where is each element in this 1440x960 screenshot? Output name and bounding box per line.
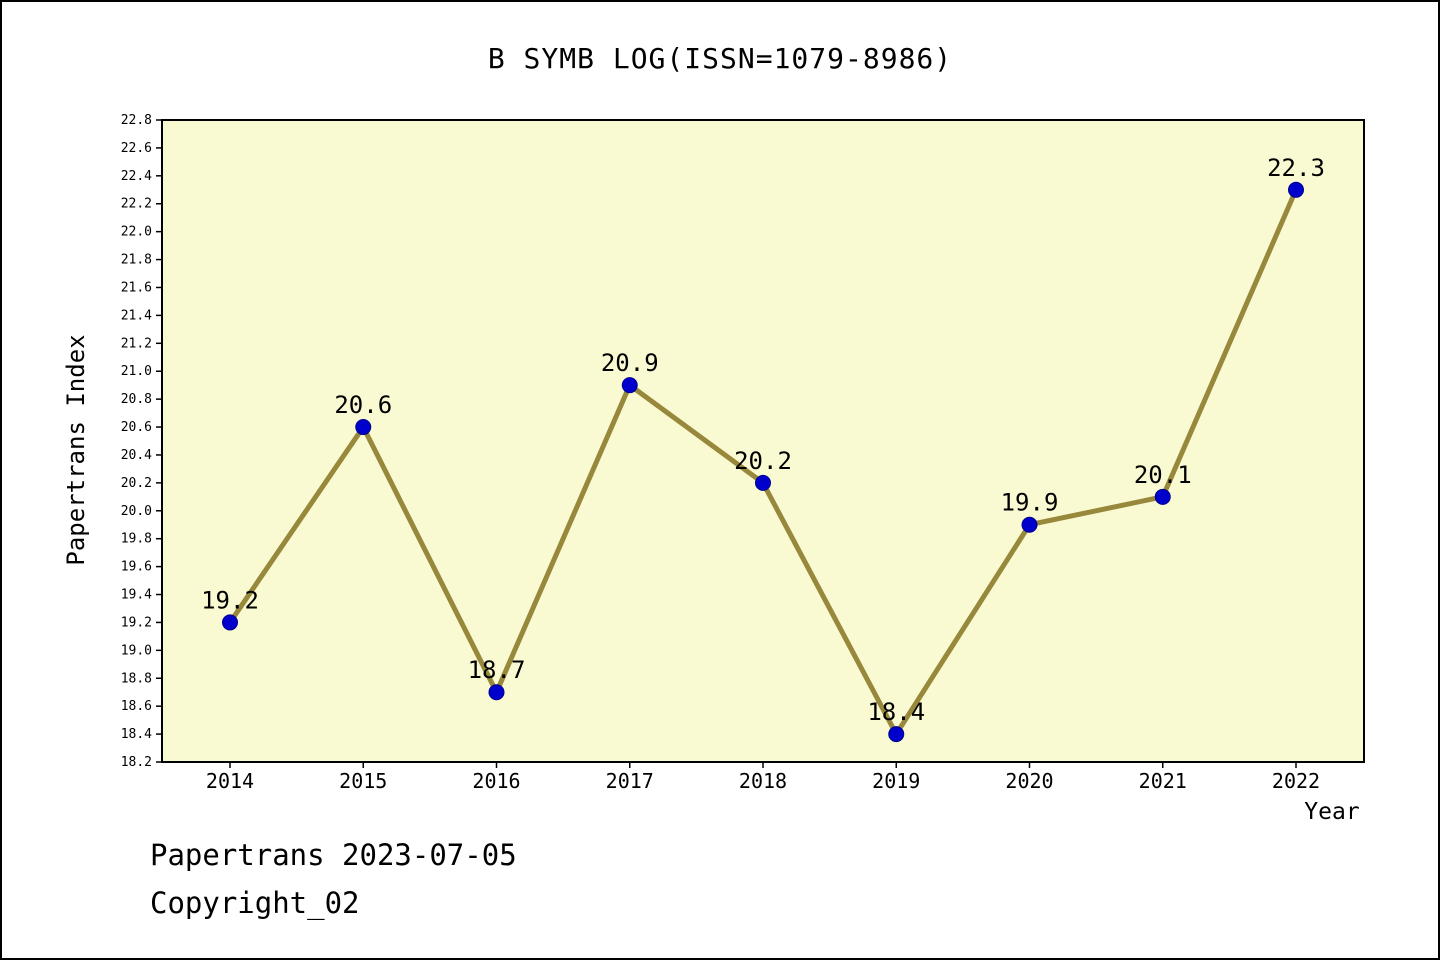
data-point-marker: [755, 474, 771, 491]
x-axis-label: Year: [1304, 799, 1360, 825]
data-point-label: 20.6: [334, 391, 392, 419]
y-tick-label: 21.8: [121, 253, 152, 268]
y-axis-label: Papertrans Index: [62, 334, 90, 566]
y-tick-label: 19.0: [121, 643, 152, 658]
y-tick-label: 20.6: [121, 420, 152, 435]
x-tick-label: 2018: [739, 769, 787, 793]
data-point-label: 20.9: [601, 349, 659, 377]
data-point-marker: [1021, 516, 1038, 533]
y-tick-label: 18.8: [121, 671, 152, 686]
y-tick-label: 22.4: [121, 169, 152, 184]
y-tick-label: 22.6: [121, 141, 152, 156]
y-tick-label: 18.4: [121, 727, 152, 742]
data-point-marker: [1288, 181, 1304, 198]
data-point-label: 18.4: [867, 698, 925, 726]
data-point-marker: [222, 614, 238, 631]
x-tick-label: 2021: [1139, 769, 1187, 793]
y-tick-label: 21.6: [121, 280, 152, 295]
y-tick-label: 22.0: [121, 225, 152, 240]
y-tick-label: 18.2: [121, 755, 152, 770]
y-tick-label: 19.6: [121, 560, 152, 575]
y-tick-label: 19.8: [121, 532, 152, 547]
chart-title: B SYMB LOG(ISSN=1079-8986): [487, 42, 953, 75]
data-point-marker: [1154, 488, 1171, 505]
x-tick-label: 2017: [606, 769, 654, 793]
y-tick-label: 19.4: [121, 588, 152, 603]
x-tick-label: 2020: [1005, 769, 1053, 793]
data-point-label: 20.1: [1134, 461, 1192, 489]
data-point-label: 20.2: [734, 447, 792, 475]
footer-copyright: Copyright_02: [150, 886, 360, 920]
x-tick-label: 2016: [472, 769, 520, 793]
y-tick-label: 21.4: [121, 308, 152, 323]
y-tick-label: 20.0: [121, 504, 152, 519]
y-tick-label: 21.2: [121, 336, 152, 351]
data-point-label: 19.9: [1001, 489, 1059, 517]
y-tick-label: 20.4: [121, 448, 152, 463]
x-tick-label: 2015: [339, 769, 387, 793]
x-tick-label: 2022: [1272, 769, 1320, 793]
y-tick-label: 20.8: [121, 392, 152, 407]
data-point-marker: [488, 684, 505, 701]
y-tick-label: 20.2: [121, 476, 152, 491]
x-tick-label: 2019: [872, 769, 920, 793]
data-point-label: 18.7: [468, 656, 526, 684]
x-tick-label: 2014: [206, 769, 254, 793]
y-tick-label: 18.6: [121, 699, 152, 714]
y-tick-label: 22.8: [121, 113, 152, 128]
data-point-marker: [355, 419, 372, 436]
data-point-marker: [888, 726, 905, 743]
plot-area: [161, 119, 1365, 763]
y-tick-label: 19.2: [121, 615, 152, 630]
footer-date: Papertrans 2023-07-05: [150, 838, 517, 872]
data-point-label: 22.3: [1267, 154, 1325, 182]
y-tick-label: 21.0: [121, 364, 152, 379]
data-point-label: 19.2: [201, 586, 259, 614]
data-point-marker: [621, 377, 638, 394]
y-tick-label: 22.2: [121, 197, 152, 212]
